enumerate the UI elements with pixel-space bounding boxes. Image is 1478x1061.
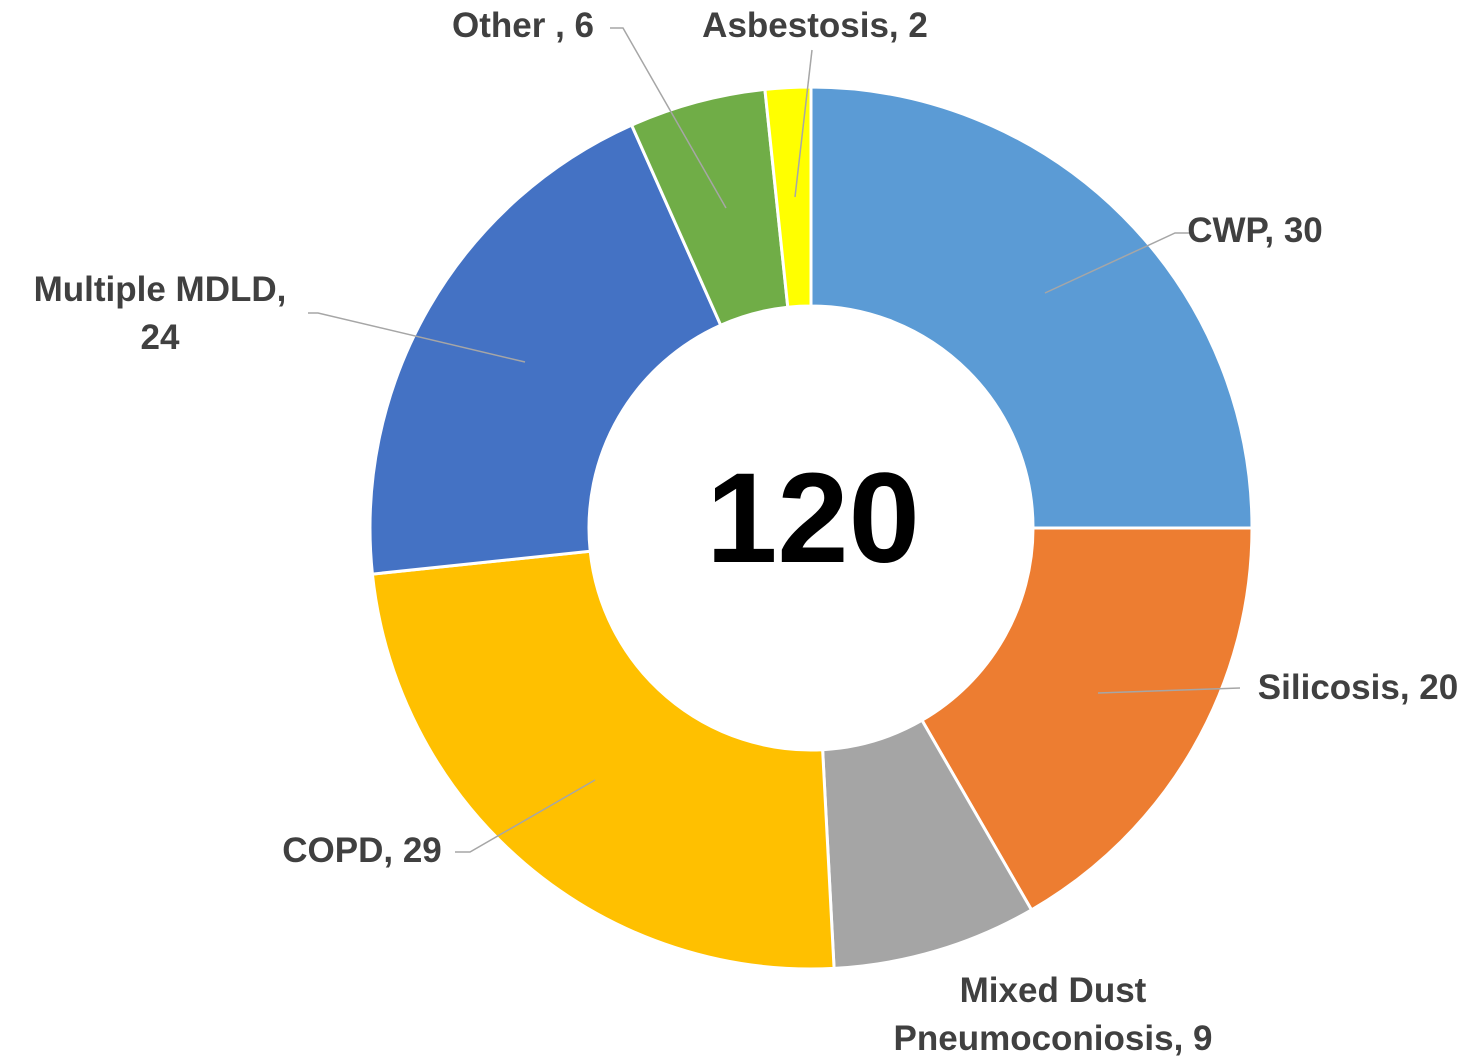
slices (368, 85, 1254, 971)
donut-slice (763, 85, 813, 309)
donut-slice (368, 123, 723, 576)
donut-slice (809, 85, 1254, 530)
donut-slice (370, 549, 836, 971)
donut-slice (919, 526, 1254, 912)
leader-line (308, 312, 526, 363)
leader-line (1097, 687, 1241, 694)
data-label: Other , 6 (452, 6, 594, 45)
data-label: Asbestosis, 2 (702, 6, 928, 45)
center-total: 120 (706, 447, 920, 590)
data-label: Multiple MDLD, 24 (34, 270, 287, 357)
data-label: CWP, 30 (1187, 211, 1323, 250)
leader-line (455, 779, 596, 853)
leader-line (610, 27, 727, 209)
data-label: Silicosis, 20 (1258, 668, 1458, 707)
leader-line (1044, 232, 1190, 294)
leader-line (794, 49, 813, 198)
data-label: COPD, 29 (282, 831, 442, 870)
data-label: Mixed Dust Pneumoconiosis, 9 (894, 971, 1213, 1058)
